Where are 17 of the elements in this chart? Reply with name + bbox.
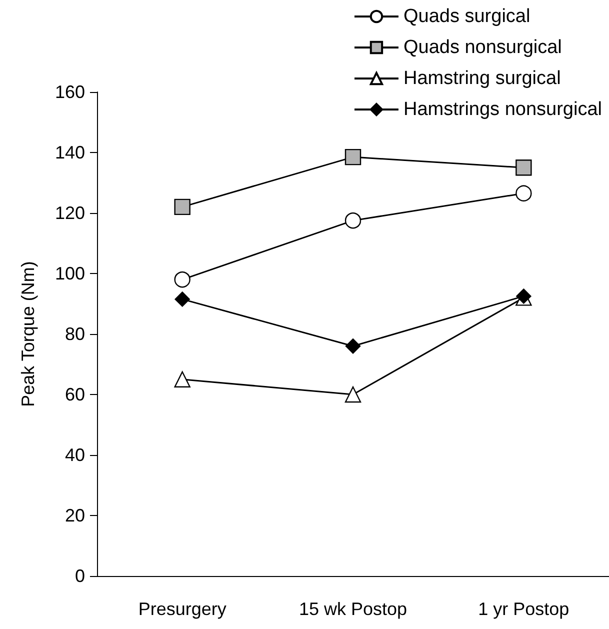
y-tick-label: 100 [54,264,85,284]
x-tick-label: 1 yr Postop [478,599,570,619]
y-tick-label: 40 [64,445,85,465]
x-tick-label: Presurgery [138,599,226,619]
y-tick-label: 0 [74,566,85,586]
legend-label: Quads surgical [403,6,530,27]
legend-label: Hamstring surgical [403,68,561,89]
y-tick-label: 140 [54,142,85,162]
y-tick-label: 80 [64,324,85,344]
y-tick-label: 20 [64,506,85,526]
y-tick-label: 160 [54,82,85,102]
legend-label: Hamstrings nonsurgical [403,99,602,120]
x-tick-label: 15 wk Postop [298,599,408,619]
legend-label: Quads nonsurgical [403,37,562,58]
y-tick-label: 120 [54,203,85,223]
y-axis-title: Peak Torque (Nm) [18,261,38,407]
y-tick-label: 60 [64,384,85,404]
